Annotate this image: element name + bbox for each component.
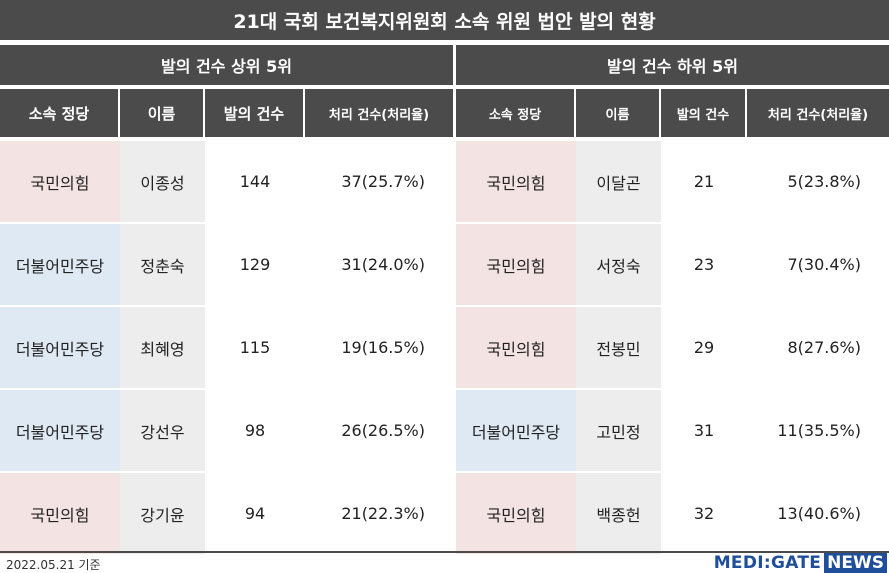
column-header-processed: 처리 건수(처리율) — [767, 107, 869, 123]
count-cell: 29 — [661, 307, 747, 388]
logo-news: NEWS — [824, 553, 887, 573]
table-row: 더불어민주당 정춘숙 129 31(24.0%) — [0, 222, 453, 305]
table-row: 국민의힘 서정숙 23 7(30.4%) — [456, 222, 889, 305]
name-cell: 강선우 — [120, 390, 205, 471]
processed-cell: 26(26.5%) — [305, 390, 453, 471]
party-cell: 국민의힘 — [456, 473, 576, 554]
column-header-party: 소속 정당 — [0, 89, 120, 137]
count-cell: 32 — [661, 473, 747, 554]
table-row: 국민의힘 강기윤 94 21(22.3%) — [0, 471, 453, 554]
top5-header: 발의 건수 상위 5위 — [0, 45, 453, 85]
processed-cell: 21(22.3%) — [305, 473, 453, 554]
table-row: 더불어민주당 고민정 31 11(35.5%) — [456, 388, 889, 471]
party-cell: 더불어민주당 — [0, 224, 120, 305]
top5-panel: 발의 건수 상위 5위 소속 정당 이름 발의 건수 처리 건수(처리율) 국민… — [0, 45, 453, 554]
medigate-news-logo: MEDI:GATE NEWS — [714, 553, 887, 573]
processed-cell: 5(23.8%) — [747, 141, 889, 222]
count-cell: 144 — [205, 141, 305, 222]
party-cell: 국민의힘 — [456, 141, 576, 222]
column-header-processed: 처리 건수(처리율) — [328, 107, 430, 123]
column-header-name: 이름 — [576, 89, 661, 137]
table-row: 더불어민주당 강선우 98 26(26.5%) — [0, 388, 453, 471]
processed-cell: 8(27.6%) — [747, 307, 889, 388]
name-cell: 이종성 — [120, 141, 205, 222]
footer-divider — [0, 551, 889, 553]
column-header-party: 소속 정당 — [456, 89, 576, 137]
table-row: 국민의힘 이달곤 21 5(23.8%) — [456, 137, 889, 222]
count-cell: 115 — [205, 307, 305, 388]
party-cell: 국민의힘 — [0, 141, 120, 222]
name-cell: 이달곤 — [576, 141, 661, 222]
party-cell: 국민의힘 — [456, 224, 576, 305]
column-header-count: 발의 건수 — [205, 89, 305, 137]
processed-cell: 19(16.5%) — [305, 307, 453, 388]
column-header-name: 이름 — [120, 89, 205, 137]
name-cell: 최혜영 — [120, 307, 205, 388]
column-header-count: 발의 건수 — [661, 89, 747, 137]
count-cell: 98 — [205, 390, 305, 471]
party-cell: 더불어민주당 — [0, 390, 120, 471]
name-cell: 전봉민 — [576, 307, 661, 388]
count-cell: 129 — [205, 224, 305, 305]
count-cell: 23 — [661, 224, 747, 305]
name-cell: 정춘숙 — [120, 224, 205, 305]
name-cell: 강기윤 — [120, 473, 205, 554]
count-cell: 21 — [661, 141, 747, 222]
party-cell: 국민의힘 — [456, 307, 576, 388]
processed-cell: 31(24.0%) — [305, 224, 453, 305]
bottom5-panel: 발의 건수 하위 5위 소속 정당 이름 발의 건수 처리 건수(처리율) 국민… — [456, 45, 889, 554]
table-row: 국민의힘 전봉민 29 8(27.6%) — [456, 305, 889, 388]
name-cell: 백종헌 — [576, 473, 661, 554]
processed-cell: 13(40.6%) — [747, 473, 889, 554]
table-row: 국민의힘 백종헌 32 13(40.6%) — [456, 471, 889, 554]
date-note: 2022.05.21 기준 — [6, 558, 101, 572]
party-cell: 더불어민주당 — [0, 307, 120, 388]
name-cell: 서정숙 — [576, 224, 661, 305]
logo-brand: MEDI:GATE — [713, 553, 822, 573]
party-cell: 국민의힘 — [0, 473, 120, 554]
table-row: 국민의힘 이종성 144 37(25.7%) — [0, 137, 453, 222]
bottom5-header: 발의 건수 하위 5위 — [456, 45, 889, 85]
party-cell: 더불어민주당 — [456, 390, 576, 471]
table-row: 더불어민주당 최혜영 115 19(16.5%) — [0, 305, 453, 388]
count-cell: 31 — [661, 390, 747, 471]
top5-column-headers: 소속 정당 이름 발의 건수 처리 건수(처리율) — [0, 89, 453, 137]
page-title: 21대 국회 보건복지위원회 소속 위원 법안 발의 현황 — [0, 0, 889, 40]
processed-cell: 37(25.7%) — [305, 141, 453, 222]
name-cell: 고민정 — [576, 390, 661, 471]
bottom5-table-body: 국민의힘 이달곤 21 5(23.8%) 국민의힘 서정숙 23 7(30.4%) 국민의힘 전봉… — [456, 137, 889, 554]
bottom5-column-headers: 소속 정당 이름 발의 건수 처리 건수(처리율) — [456, 89, 889, 137]
count-cell: 94 — [205, 473, 305, 554]
top5-table-body: 국민의힘 이종성 144 37(25.7%) 더불어민주당 정춘숙 129 31(24.0%)… — [0, 137, 453, 554]
processed-cell: 7(30.4%) — [747, 224, 889, 305]
processed-cell: 11(35.5%) — [747, 390, 889, 471]
